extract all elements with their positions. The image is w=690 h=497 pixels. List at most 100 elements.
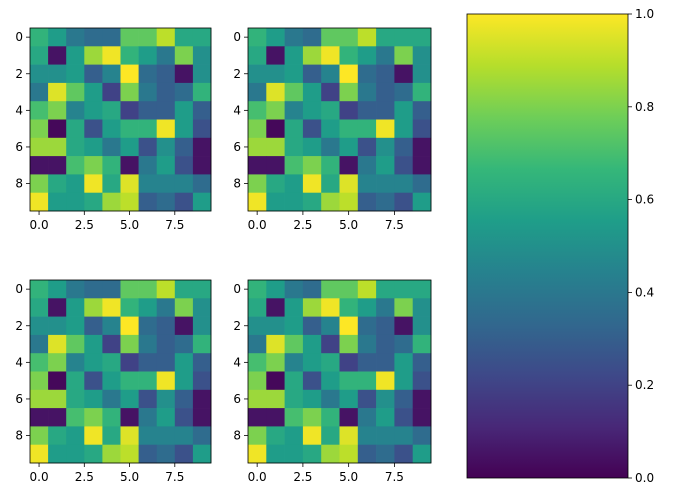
heatmap-cell bbox=[156, 64, 176, 84]
heatmap-cell bbox=[248, 64, 267, 84]
colorbar: 0.0 0.2 0.4 0.6 0.8 1.0 bbox=[466, 7, 654, 485]
heatmap-cell bbox=[357, 28, 377, 47]
heatmap-cell bbox=[30, 298, 49, 317]
heatmap-cell bbox=[30, 334, 49, 354]
heatmap-cell bbox=[84, 82, 103, 102]
heatmap-cell bbox=[192, 101, 212, 120]
heatmap-cell bbox=[192, 408, 212, 427]
heatmap-cell bbox=[376, 46, 395, 65]
y-tick-label: 8 bbox=[233, 177, 241, 191]
heatmap-cell bbox=[138, 174, 158, 194]
y-tick-label: 6 bbox=[15, 392, 23, 406]
heatmap-cell bbox=[192, 46, 212, 65]
heatmap-cell bbox=[174, 174, 194, 194]
heatmap-cell bbox=[30, 389, 49, 409]
x-tick-label: 5.0 bbox=[120, 470, 139, 484]
heatmap-cell bbox=[412, 156, 432, 175]
colorbar-tick-label: 0.4 bbox=[635, 285, 654, 299]
heatmap-cell bbox=[66, 156, 85, 175]
heatmap-cell bbox=[66, 46, 85, 65]
heatmap-cell bbox=[412, 408, 432, 427]
heatmap-cell bbox=[120, 316, 139, 336]
heatmap-cell bbox=[120, 192, 139, 212]
heatmap-cell bbox=[66, 408, 85, 427]
y-tick-label: 4 bbox=[233, 355, 241, 369]
heatmap-panel-4: 0.0 2.5 5.0 7.5 0 2 4 6 8 bbox=[233, 279, 432, 484]
heatmap-cell bbox=[357, 334, 377, 354]
heatmap-cell bbox=[102, 371, 121, 391]
heatmap-cell bbox=[412, 28, 432, 47]
heatmap-cell bbox=[66, 64, 85, 84]
heatmap-cell bbox=[266, 316, 285, 336]
heatmap-cell bbox=[248, 426, 267, 446]
heatmap-cell bbox=[30, 119, 49, 139]
heatmap-cell bbox=[376, 334, 395, 354]
heatmap-cell bbox=[412, 334, 432, 354]
heatmap-cell bbox=[321, 119, 340, 139]
heatmap-cell bbox=[376, 101, 395, 120]
heatmap-cell bbox=[66, 371, 85, 391]
heatmap-cell bbox=[84, 46, 103, 65]
heatmap-cell bbox=[302, 316, 322, 336]
heatmap-cell bbox=[302, 353, 322, 372]
heatmap-cell bbox=[138, 389, 158, 409]
heatmap-cell bbox=[174, 408, 194, 427]
heatmap-cell bbox=[174, 46, 194, 65]
heatmap-cell bbox=[284, 280, 304, 299]
heatmap-cell bbox=[120, 174, 139, 194]
heatmap-cell bbox=[138, 408, 158, 427]
heatmap-cell bbox=[376, 192, 395, 212]
heatmap-cell bbox=[266, 426, 285, 446]
heatmap-cell bbox=[357, 82, 377, 102]
heatmap-cell bbox=[284, 82, 304, 102]
heatmap-cell bbox=[339, 46, 359, 65]
heatmap-cell bbox=[412, 426, 432, 446]
heatmap-cell bbox=[321, 280, 340, 299]
heatmap-cell bbox=[84, 316, 103, 336]
heatmap-cell bbox=[394, 46, 414, 65]
heatmap-cell bbox=[102, 444, 121, 464]
heatmap-cell bbox=[412, 101, 432, 120]
axes-frame bbox=[29, 279, 212, 464]
heatmap-cell bbox=[357, 280, 377, 299]
heatmap-cell bbox=[394, 156, 414, 175]
heatmap-cell bbox=[156, 174, 176, 194]
heatmap-cell bbox=[357, 46, 377, 65]
heatmap-cell bbox=[192, 444, 212, 464]
x-tick-label: 0.0 bbox=[30, 218, 49, 232]
heatmap-cell bbox=[174, 101, 194, 120]
heatmap-cell bbox=[192, 316, 212, 336]
x-tick-label: 7.5 bbox=[385, 218, 404, 232]
heatmap-cell bbox=[284, 389, 304, 409]
heatmap-cell bbox=[174, 444, 194, 464]
heatmap-cell bbox=[174, 119, 194, 139]
heatmap-cell bbox=[302, 28, 322, 47]
x-tick-label: 5.0 bbox=[339, 218, 358, 232]
heatmap-cell bbox=[357, 192, 377, 212]
heatmap-cell bbox=[248, 353, 267, 372]
heatmap-cell bbox=[138, 64, 158, 84]
y-tick-label: 6 bbox=[233, 392, 241, 406]
heatmap-cell bbox=[357, 64, 377, 84]
heatmap-cell bbox=[302, 298, 322, 317]
heatmap-cell bbox=[84, 174, 103, 194]
heatmap-cell bbox=[412, 174, 432, 194]
heatmap-cell bbox=[138, 137, 158, 157]
heatmap-cell bbox=[66, 353, 85, 372]
heatmap-cell bbox=[30, 82, 49, 102]
heatmap-cell bbox=[357, 316, 377, 336]
heatmap-cell bbox=[339, 280, 359, 299]
heatmap-cell bbox=[357, 174, 377, 194]
heatmap-cell bbox=[284, 334, 304, 354]
heatmap-cell bbox=[394, 316, 414, 336]
heatmap-cell bbox=[248, 408, 267, 427]
colorbar-tick-label: 0.2 bbox=[635, 378, 654, 392]
heatmap-cell bbox=[321, 353, 340, 372]
heatmap-cell bbox=[302, 408, 322, 427]
heatmap-cell bbox=[192, 137, 212, 157]
heatmap-cell bbox=[48, 353, 67, 372]
heatmap-cell bbox=[48, 408, 67, 427]
heatmap-cell bbox=[120, 137, 139, 157]
heatmap-cell bbox=[174, 137, 194, 157]
heatmap-cell bbox=[156, 371, 176, 391]
